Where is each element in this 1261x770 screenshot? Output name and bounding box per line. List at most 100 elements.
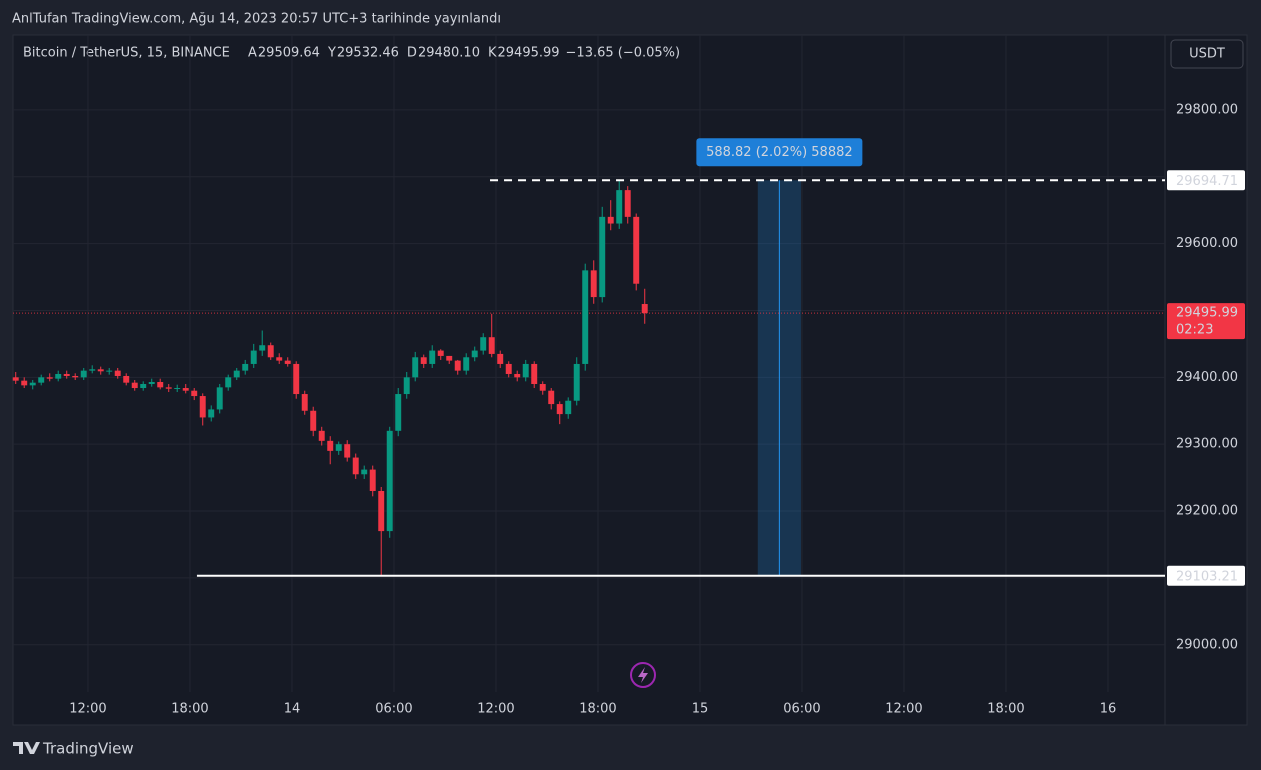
x-tick-label: 16 <box>1100 702 1117 717</box>
candle-body <box>514 373 521 378</box>
candle-body <box>378 490 385 532</box>
legend-letter: Y <box>327 46 336 61</box>
candle-body <box>191 390 198 397</box>
candle-body <box>89 369 96 371</box>
x-tick-label: 18:00 <box>171 702 208 717</box>
alert-icon[interactable] <box>630 662 656 688</box>
candle-body <box>267 345 274 358</box>
candle-body <box>106 370 113 372</box>
candle-body <box>310 410 317 431</box>
candle-body <box>599 216 606 298</box>
y-tick-label: 29000.00 <box>1176 637 1238 652</box>
candle-body <box>497 353 504 364</box>
candle-body <box>565 400 572 415</box>
candle-body <box>369 469 376 491</box>
candle-body <box>233 370 240 378</box>
candle-body <box>182 388 189 391</box>
alert-bolt[interactable] <box>638 667 648 683</box>
x-tick-label: 15 <box>692 702 709 717</box>
candle-body <box>80 370 87 378</box>
x-tick-label: 18:00 <box>987 702 1024 717</box>
candle-body <box>165 387 172 389</box>
candle-body <box>199 396 206 418</box>
candle-body <box>335 444 342 451</box>
candle-body <box>318 430 325 441</box>
candle-body <box>522 363 529 378</box>
price-line-label-box <box>1167 170 1245 191</box>
candle-body <box>607 216 614 224</box>
candle-body <box>46 377 53 379</box>
candle-body <box>301 394 308 411</box>
candle-body <box>446 355 453 361</box>
x-tick-label: 12:00 <box>477 702 514 717</box>
last-price-label: 29495.99 <box>1176 306 1238 321</box>
candle-body <box>284 360 291 364</box>
y-tick-label: 29300.00 <box>1176 437 1238 452</box>
candle-body <box>55 373 62 379</box>
footer-brand: TradingView <box>42 740 134 758</box>
x-tick-label: 06:00 <box>375 702 412 717</box>
x-tick-label: 14 <box>284 702 301 717</box>
candle-body <box>573 363 580 401</box>
candle-body <box>531 363 538 385</box>
alert-ring[interactable] <box>630 662 656 688</box>
candle-body <box>259 345 266 351</box>
candle-body <box>21 380 28 386</box>
candle-body <box>276 357 283 361</box>
legend-value: 29480.10 <box>418 46 480 61</box>
candle-body <box>624 190 631 217</box>
last-price-box <box>1167 303 1245 340</box>
legend-letter: A <box>248 46 257 61</box>
y-tick-label: 29800.00 <box>1176 102 1238 117</box>
logo-mark <box>13 742 40 754</box>
legend-value: 29495.99 <box>498 46 560 61</box>
price-line-label-box <box>1167 565 1245 586</box>
logo <box>13 742 40 754</box>
candle-body <box>114 370 121 376</box>
candle-body <box>454 360 461 371</box>
y-tick-label: 29400.00 <box>1176 370 1238 385</box>
candle-body <box>616 190 623 224</box>
x-tick-label: 06:00 <box>783 702 820 717</box>
candle-body <box>208 409 215 418</box>
candle-body <box>437 350 444 356</box>
chart-title: Bitcoin / TetherUS, 15, BINANCE <box>23 46 230 61</box>
legend-value: 29509.64 <box>258 46 320 61</box>
candle-body <box>403 377 410 395</box>
y-tick-label: 29200.00 <box>1176 504 1238 519</box>
candle-body <box>352 457 359 475</box>
candle-body <box>471 350 478 358</box>
candle-body <box>250 350 257 364</box>
candle-body <box>548 390 555 405</box>
candle-body <box>556 404 563 415</box>
candle-body <box>63 373 70 376</box>
y-tick-label: 29600.00 <box>1176 236 1238 251</box>
currency-label[interactable]: USDT <box>1189 47 1225 62</box>
currency-button[interactable] <box>1170 39 1244 69</box>
price-line-label: 29103.21 <box>1176 569 1238 584</box>
candle-body <box>12 377 19 381</box>
measure-label-box <box>696 138 863 167</box>
x-tick-label: 18:00 <box>579 702 616 717</box>
candle-body <box>157 382 164 388</box>
candle-body <box>395 394 402 431</box>
candle-body <box>480 337 487 351</box>
candle-body <box>225 377 232 388</box>
candle-body <box>174 388 181 390</box>
chart-pane <box>12 34 1248 726</box>
measure-label: 588.82 (2.02%) 58882 <box>706 145 853 160</box>
candle-body <box>539 384 546 391</box>
header-title: AnlTufan TradingView.com, Ağu 14, 2023 2… <box>12 12 501 27</box>
candle-body <box>242 363 249 371</box>
candle-body <box>327 440 334 451</box>
candle-body <box>216 387 223 410</box>
candle-body <box>582 270 589 364</box>
candle-body <box>488 337 495 354</box>
candle-body <box>412 357 419 378</box>
candle-body <box>29 382 36 386</box>
candle-body <box>429 350 436 364</box>
legend-letter: D <box>407 46 417 61</box>
candle-body <box>131 382 138 389</box>
